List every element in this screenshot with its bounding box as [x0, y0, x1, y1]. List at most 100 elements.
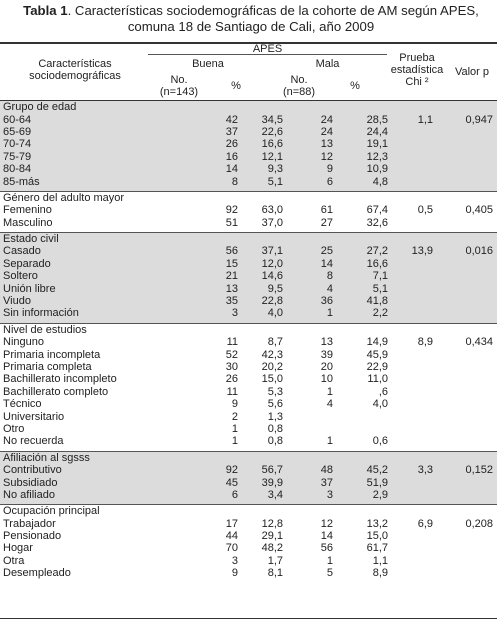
- p-value: [447, 217, 497, 229]
- mala-percent: 27,2: [351, 245, 391, 258]
- table-number: Tabla 1: [23, 3, 68, 18]
- mala-count: 36: [286, 294, 351, 308]
- spacer-cell: [150, 150, 180, 163]
- chi-value: 0,5: [417, 204, 433, 217]
- chi-value: [391, 423, 447, 435]
- mala-count: 1: [326, 435, 333, 448]
- group-gap: [0, 579, 497, 582]
- row-label: Desempleado: [3, 567, 71, 580]
- mala-count: 1: [326, 554, 333, 567]
- buena-percent: 4,0: [242, 307, 286, 320]
- chi-value: 1,1: [391, 113, 447, 126]
- buena-percent: 5,6: [267, 398, 283, 411]
- buena-count: 51: [225, 216, 238, 229]
- buena-percent: 16,6: [242, 138, 286, 151]
- header-mala: Mala: [315, 58, 340, 70]
- mala-count: 20: [320, 361, 333, 373]
- mala-percent: 41,8: [351, 294, 391, 308]
- row-label: Bachillerato completo: [3, 385, 109, 398]
- table-row: Bachillerato incompleto 26 15,0 10 11,0: [0, 373, 497, 385]
- mala-percent: 8,9: [372, 567, 388, 580]
- header-mala-no-line2: (n=88): [282, 86, 316, 98]
- buena-count: 42: [180, 113, 242, 126]
- p-value: [447, 373, 497, 385]
- mala-count: 3: [286, 488, 351, 502]
- header-buena-no-line2: (n=143): [159, 86, 199, 98]
- buena-percent: 0,8: [267, 435, 283, 448]
- spacer-cell: [150, 361, 180, 373]
- table-row: Viudo 35 22,8 36 41,8: [0, 294, 498, 308]
- spacer-cell: [150, 270, 180, 283]
- row-label: 60-64: [0, 113, 150, 126]
- table-caption-part1: . Características sociodemográficas de l…: [67, 3, 479, 18]
- mala-count: 5: [326, 567, 333, 580]
- buena-count: 9: [231, 398, 238, 411]
- mala-percent: [351, 423, 391, 435]
- buena-percent: 12,0: [242, 257, 286, 271]
- chi-value: [391, 282, 447, 295]
- mala-percent: 2,9: [351, 488, 391, 502]
- buena-percent: 37,0: [261, 216, 283, 229]
- mala-percent: 32,6: [366, 216, 388, 229]
- gap-cell: [0, 319, 498, 324]
- buena-percent: 5,3: [267, 385, 283, 398]
- group-header-row: Estado civil: [0, 231, 498, 246]
- chi-value: 3,3: [391, 463, 447, 477]
- spacer-cell: [150, 307, 180, 320]
- header-buena: Buena: [192, 58, 224, 70]
- mala-percent: ,6: [378, 385, 388, 398]
- mala-count: 25: [286, 245, 351, 258]
- spacer-cell: [150, 476, 180, 489]
- row-label: Sin información: [0, 307, 150, 320]
- row-label: Separado: [0, 257, 150, 271]
- spacer-cell: [150, 518, 180, 530]
- chi-value: [391, 476, 447, 489]
- row-label: Contributivo: [0, 463, 150, 477]
- p-value: [447, 150, 498, 163]
- chi-value: [391, 361, 447, 373]
- mala-percent: 16,6: [351, 257, 391, 271]
- p-value: [447, 282, 498, 295]
- group-header-row: Género del adulto mayor: [0, 190, 498, 205]
- mala-count: 13: [320, 336, 333, 349]
- table-row: Técnico 9 5,6 4 4,0: [0, 398, 497, 410]
- spacer-cell: [150, 542, 180, 554]
- buena-percent: 8,1: [267, 567, 283, 580]
- p-value: [447, 125, 498, 139]
- table-row: Soltero 21 14,6 8 7,1: [0, 270, 498, 283]
- header-chi-line3: Chi ²: [405, 76, 429, 88]
- p-value: 0,208: [465, 517, 494, 530]
- row-label: Subsidiado: [0, 476, 150, 489]
- header-buena-no-line1: No.: [170, 74, 188, 86]
- row-label: 65-69: [0, 125, 150, 139]
- mala-percent: 22,9: [366, 361, 388, 373]
- chi-value: 8,9: [417, 336, 433, 349]
- group-name: Género del adulto mayor: [0, 190, 498, 205]
- header-bottom-rule: [0, 100, 497, 101]
- row-label: Pensionado: [3, 530, 62, 543]
- group-gap: [0, 319, 498, 324]
- row-label: Otro: [3, 422, 25, 435]
- row-label: Primaria completa: [3, 361, 92, 373]
- group-gap: [0, 187, 498, 192]
- row-label: No afiliado: [0, 488, 150, 502]
- table-row: Ninguno 11 8,7 13 14,9 8,9 0,434: [0, 336, 497, 348]
- p-value: [447, 488, 498, 502]
- p-value: [447, 542, 497, 554]
- buena-percent: 15,0: [261, 373, 283, 386]
- table-row: 65-69 37 22,6 24 24,4: [0, 125, 498, 139]
- buena-count: 1: [231, 422, 238, 435]
- mala-count: 14: [286, 257, 351, 271]
- mala-percent: 1,1: [372, 554, 388, 567]
- buena-count: 35: [180, 294, 242, 308]
- p-value: [447, 138, 498, 151]
- group-gap: [0, 501, 498, 505]
- table-title: Tabla 1. Características sociodemográfic…: [0, 3, 502, 35]
- buena-percent: 34,5: [242, 113, 286, 126]
- row-label: Viudo: [0, 294, 150, 308]
- chi-value: 6,9: [417, 517, 433, 530]
- spacer-cell: [150, 348, 180, 360]
- mala-percent: 4,8: [351, 175, 391, 188]
- mala-count: 8: [286, 270, 351, 283]
- buena-percent: 1,3: [267, 410, 283, 423]
